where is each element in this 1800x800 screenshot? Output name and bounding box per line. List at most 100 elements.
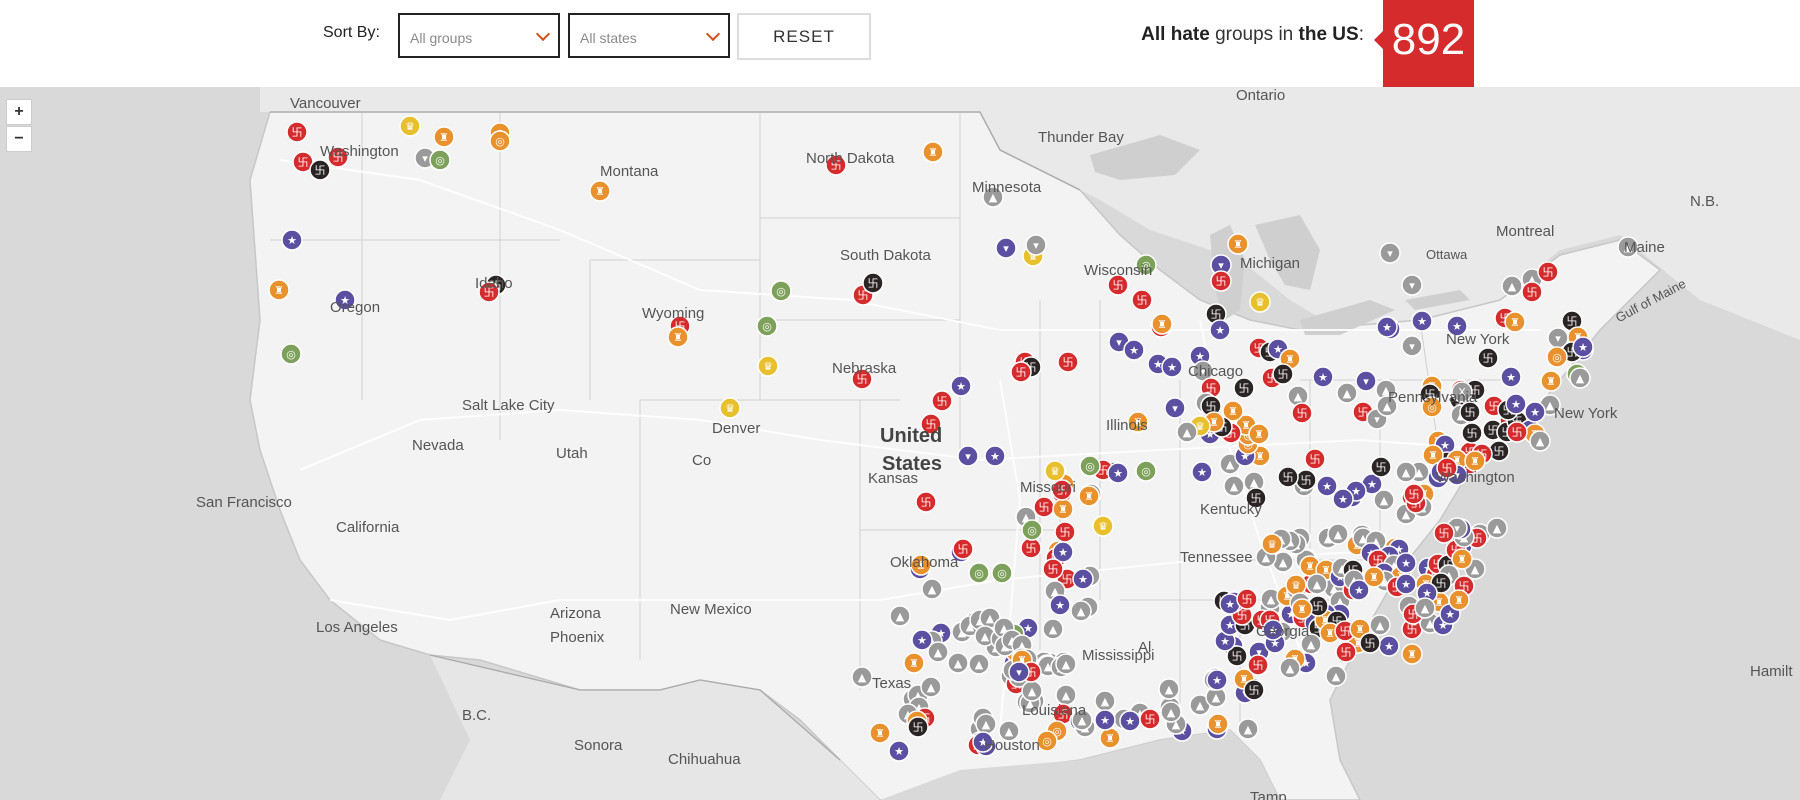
gray-marker[interactable]: ▾ [1379,242,1401,264]
gray-marker[interactable]: ▲ [1279,657,1301,679]
purple-marker[interactable]: ★ [1505,393,1527,415]
orange-marker[interactable]: ♜ [589,180,611,202]
purple-marker[interactable]: ★ [1219,593,1241,615]
gray-marker[interactable]: ▲ [927,641,949,663]
orange-marker[interactable]: ♜ [1540,370,1562,392]
purple-marker[interactable]: ▾ [957,445,979,467]
red-marker[interactable]: 卐 [1051,479,1073,501]
purple-marker[interactable]: ★ [1206,669,1228,691]
gray-marker[interactable]: ▲ [1021,680,1043,702]
orange-marker[interactable]: ♜ [1451,548,1473,570]
black-marker[interactable]: 卐 [862,272,884,294]
orange-marker[interactable]: ♜ [1151,313,1173,335]
orange-marker[interactable]: ♜ [1291,598,1313,620]
purple-marker[interactable]: ★ [1332,488,1354,510]
gray-marker[interactable]: ▲ [1529,430,1551,452]
purple-marker[interactable]: ▾ [1008,661,1030,683]
black-marker[interactable]: 卐 [907,716,929,738]
black-marker[interactable]: 卐 [1359,632,1381,654]
purple-marker[interactable]: ★ [1378,635,1400,657]
orange-marker[interactable]: ♜ [1448,589,1470,611]
gray-marker[interactable]: ▲ [1094,690,1116,712]
purple-marker[interactable]: ★ [1376,316,1398,338]
gray-marker[interactable]: ▲ [1223,475,1245,497]
gray-marker[interactable]: ▲ [1070,600,1092,622]
purple-marker[interactable]: ★ [1348,579,1370,601]
purple-marker[interactable]: ★ [1500,366,1522,388]
black-marker[interactable]: 卐 [1272,363,1294,385]
yellow-marker[interactable]: ♛ [757,355,779,377]
gray-marker[interactable]: ▾ [1025,234,1047,256]
yellow-marker[interactable]: ♛ [1044,460,1066,482]
gray-marker[interactable]: ▲ [1569,367,1591,389]
purple-marker[interactable]: ★ [1262,619,1284,641]
purple-marker[interactable]: ★ [888,740,910,762]
gray-marker[interactable]: ▲ [1055,653,1077,675]
red-marker[interactable]: 卐 [1291,402,1313,424]
orange-marker[interactable]: ◎ [1546,346,1568,368]
red-marker[interactable]: 卐 [1210,270,1232,292]
green-marker[interactable]: ◎ [1021,519,1043,541]
red-marker[interactable]: 卐 [1436,457,1458,479]
orange-marker[interactable]: ♜ [903,652,925,674]
gray-marker[interactable]: ▲ [1617,236,1639,258]
purple-marker[interactable]: ★ [334,289,356,311]
red-marker[interactable]: 卐 [825,154,847,176]
zoom-in-button[interactable]: + [6,99,32,125]
orange-marker[interactable]: ♜ [433,126,455,148]
green-marker[interactable]: ◎ [756,315,778,337]
black-marker[interactable]: 卐 [1477,347,1499,369]
green-marker[interactable]: ◎ [968,562,990,584]
purple-marker[interactable]: ★ [1316,475,1338,497]
orange-marker[interactable]: ◎ [489,130,511,152]
red-marker[interactable]: 卐 [1107,274,1129,296]
gray-marker[interactable]: ▲ [1237,718,1259,740]
orange-marker[interactable]: ♜ [1227,233,1249,255]
black-marker[interactable]: 卐 [1205,303,1227,325]
gray-marker[interactable]: ▲ [1042,618,1064,640]
purple-marker[interactable]: ★ [1191,461,1213,483]
gray-marker[interactable]: ▲ [968,653,990,675]
green-marker[interactable]: ◎ [1135,460,1157,482]
purple-marker[interactable]: ★ [950,375,972,397]
orange-marker[interactable]: ♜ [1222,400,1244,422]
red-marker[interactable]: 卐 [1403,483,1425,505]
gray-marker[interactable]: ▲ [1373,489,1395,511]
gray-marker[interactable]: ▲ [1369,614,1391,636]
yellow-marker[interactable]: ♛ [1092,515,1114,537]
purple-marker[interactable]: ★ [1119,710,1141,732]
orange-marker[interactable]: ◎ [1036,730,1058,752]
gray-marker[interactable]: ▲ [1325,665,1347,687]
red-marker[interactable]: 卐 [1042,558,1064,580]
purple-marker[interactable]: ★ [1395,552,1417,574]
orange-marker[interactable]: ♜ [667,326,689,348]
gray-marker[interactable]: ▲ [851,666,873,688]
green-marker[interactable]: ◎ [991,562,1013,584]
gray-marker[interactable]: ▲ [1376,395,1398,417]
states-select[interactable]: All states [568,13,730,58]
red-marker[interactable]: 卐 [1506,421,1528,443]
purple-marker[interactable]: ★ [911,629,933,651]
red-marker[interactable]: 卐 [1057,351,1079,373]
orange-marker[interactable]: ◎ [1421,396,1443,418]
red-marker[interactable]: 卐 [931,390,953,412]
black-marker[interactable]: 卐 [309,159,331,181]
red-marker[interactable]: 卐 [1335,641,1357,663]
purple-marker[interactable]: ★ [972,731,994,753]
red-marker[interactable]: 卐 [1521,281,1543,303]
red-marker[interactable]: 卐 [1010,361,1032,383]
purple-marker[interactable]: ★ [1094,709,1116,731]
zoom-out-button[interactable]: − [6,126,32,152]
black-marker[interactable]: 卐 [1233,377,1255,399]
purple-marker[interactable]: ★ [1524,401,1546,423]
gray-marker[interactable]: ▲ [975,713,997,735]
gray-marker[interactable]: ▲ [947,652,969,674]
purple-marker[interactable]: ★ [1446,315,1468,337]
map-view[interactable]: 卐卐卐卐♛♜◎◎▾◎♜卐♜▲★♜★卐卐◎卐♜◎◎♛♛卐卐卐▾♛▾◎卐卐卐♜♜▾卐… [0,87,1800,800]
black-marker[interactable]: 卐 [1459,401,1481,423]
red-marker[interactable]: 卐 [915,491,937,513]
orange-marker[interactable]: ♜ [1401,643,1423,665]
purple-marker[interactable]: ★ [1052,541,1074,563]
purple-marker[interactable]: ★ [1395,573,1417,595]
red-marker[interactable]: 卐 [851,368,873,390]
